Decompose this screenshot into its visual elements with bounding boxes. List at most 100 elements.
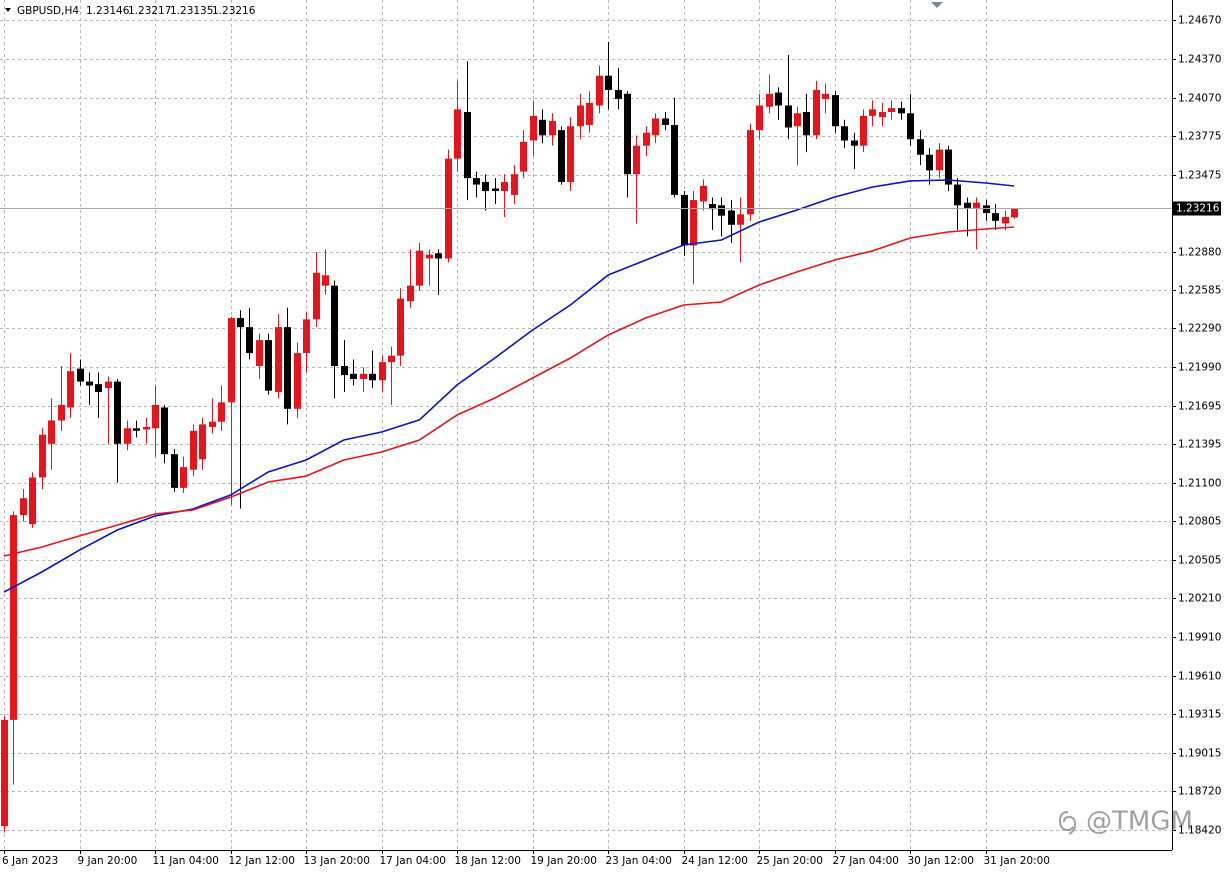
watermark-text: @TMGM: [1086, 807, 1193, 837]
x-tick-label: 30 Jan 12:00: [908, 855, 974, 867]
candle-body: [218, 402, 225, 422]
candle-body: [700, 185, 707, 202]
grid: [0, 0, 1172, 850]
candle-body: [860, 115, 867, 146]
candle-body: [209, 421, 216, 427]
y-tick-label: 1.20505: [1178, 555, 1221, 567]
candle-body: [171, 454, 178, 488]
y-tick-label: 1.18420: [1178, 825, 1221, 837]
x-tick-label: 31 Jan 20:00: [984, 855, 1050, 867]
candle-body: [114, 381, 121, 444]
candle-body: [379, 362, 386, 381]
x-tick-label: 23 Jan 04:00: [606, 855, 672, 867]
candle-body: [511, 174, 518, 195]
candle-body: [246, 327, 253, 354]
y-tick-label: 1.21695: [1178, 401, 1221, 413]
candle-body: [492, 188, 499, 192]
candle-body: [520, 141, 527, 172]
candle-body: [633, 145, 640, 175]
x-tick-label: 19 Jan 20:00: [531, 855, 597, 867]
candle-body: [256, 340, 263, 367]
candle-body: [133, 428, 140, 431]
candle-body: [322, 275, 329, 286]
candle-body: [360, 373, 367, 379]
y-tick-label: 1.19315: [1178, 709, 1221, 721]
candle-body: [530, 115, 537, 141]
candle-body: [29, 477, 36, 525]
ohlc-value: 1.23135: [170, 5, 213, 17]
y-tick-label: 1.24670: [1178, 15, 1221, 27]
candle-body: [77, 368, 84, 382]
symbol-label: GBPUSD,H4: [17, 5, 79, 17]
plot-area: [0, 41, 1172, 833]
candle-body: [983, 205, 990, 214]
candle-body: [879, 111, 886, 118]
candle-body: [228, 318, 235, 403]
candle-body: [586, 102, 593, 125]
x-tick-label: 13 Jan 20:00: [304, 855, 370, 867]
candle-body: [832, 95, 839, 127]
candle-body: [841, 126, 848, 141]
candle-body: [936, 149, 943, 171]
candle-body: [605, 75, 612, 90]
candle-body: [190, 430, 197, 470]
candle-body: [313, 272, 320, 320]
candle-body: [898, 108, 905, 114]
y-tick-label: 1.24070: [1178, 93, 1221, 105]
candle-body: [558, 130, 565, 182]
candle-body: [407, 285, 414, 302]
watermark: @TMGM: [1058, 807, 1193, 837]
y-tick-label: 1.20210: [1178, 593, 1221, 605]
candle-body: [747, 130, 754, 215]
candle-body: [813, 89, 820, 136]
candle-body: [143, 426, 150, 430]
candle-body: [917, 139, 924, 155]
candle-body: [20, 498, 27, 516]
candle-body: [756, 105, 763, 131]
ohlc-value: 1.23146: [86, 5, 130, 17]
y-tick-label: 1.23475: [1178, 170, 1221, 182]
candle-body: [1002, 216, 1009, 224]
candle-body: [199, 424, 206, 460]
y-tick-label: 1.22585: [1178, 285, 1221, 297]
candle-body: [577, 105, 584, 127]
candle-body: [124, 428, 131, 444]
candle-body: [303, 319, 310, 354]
menu-arrow[interactable]: [5, 8, 11, 12]
candle-body: [596, 75, 603, 106]
candle-body: [10, 515, 17, 720]
candle-body: [785, 105, 792, 128]
candle-body: [973, 202, 980, 208]
shift-marker[interactable]: [931, 2, 943, 8]
candle-body: [718, 205, 725, 216]
x-tick-label: 9 Jan 20:00: [78, 855, 138, 867]
x-tick-label: 17 Jan 04:00: [380, 855, 446, 867]
candle-body: [869, 109, 876, 116]
candle-body: [350, 373, 357, 379]
candle-body: [539, 119, 546, 136]
candle-body: [690, 200, 697, 246]
candle-body: [766, 93, 773, 107]
x-tick-label: 24 Jan 12:00: [682, 855, 748, 867]
candle-body: [95, 384, 102, 392]
y-tick-label: 1.22290: [1178, 323, 1221, 335]
current-price-label: 1.23216: [1176, 203, 1220, 215]
candle-body: [624, 93, 631, 175]
candle-body: [681, 194, 688, 246]
candle-body: [161, 407, 168, 455]
y-tick-label: 1.18720: [1178, 786, 1221, 798]
candle-body: [180, 467, 187, 488]
candle-body: [851, 140, 858, 146]
candle-body: [803, 111, 810, 136]
candle-body: [643, 132, 650, 146]
candle-body: [435, 253, 442, 259]
y-tick-label: 1.23775: [1178, 131, 1221, 143]
candle-body: [888, 108, 895, 112]
candle-body: [482, 181, 489, 192]
candle-body: [671, 124, 678, 195]
x-tick-label: 27 Jan 04:00: [833, 855, 899, 867]
candle-body: [275, 327, 282, 392]
